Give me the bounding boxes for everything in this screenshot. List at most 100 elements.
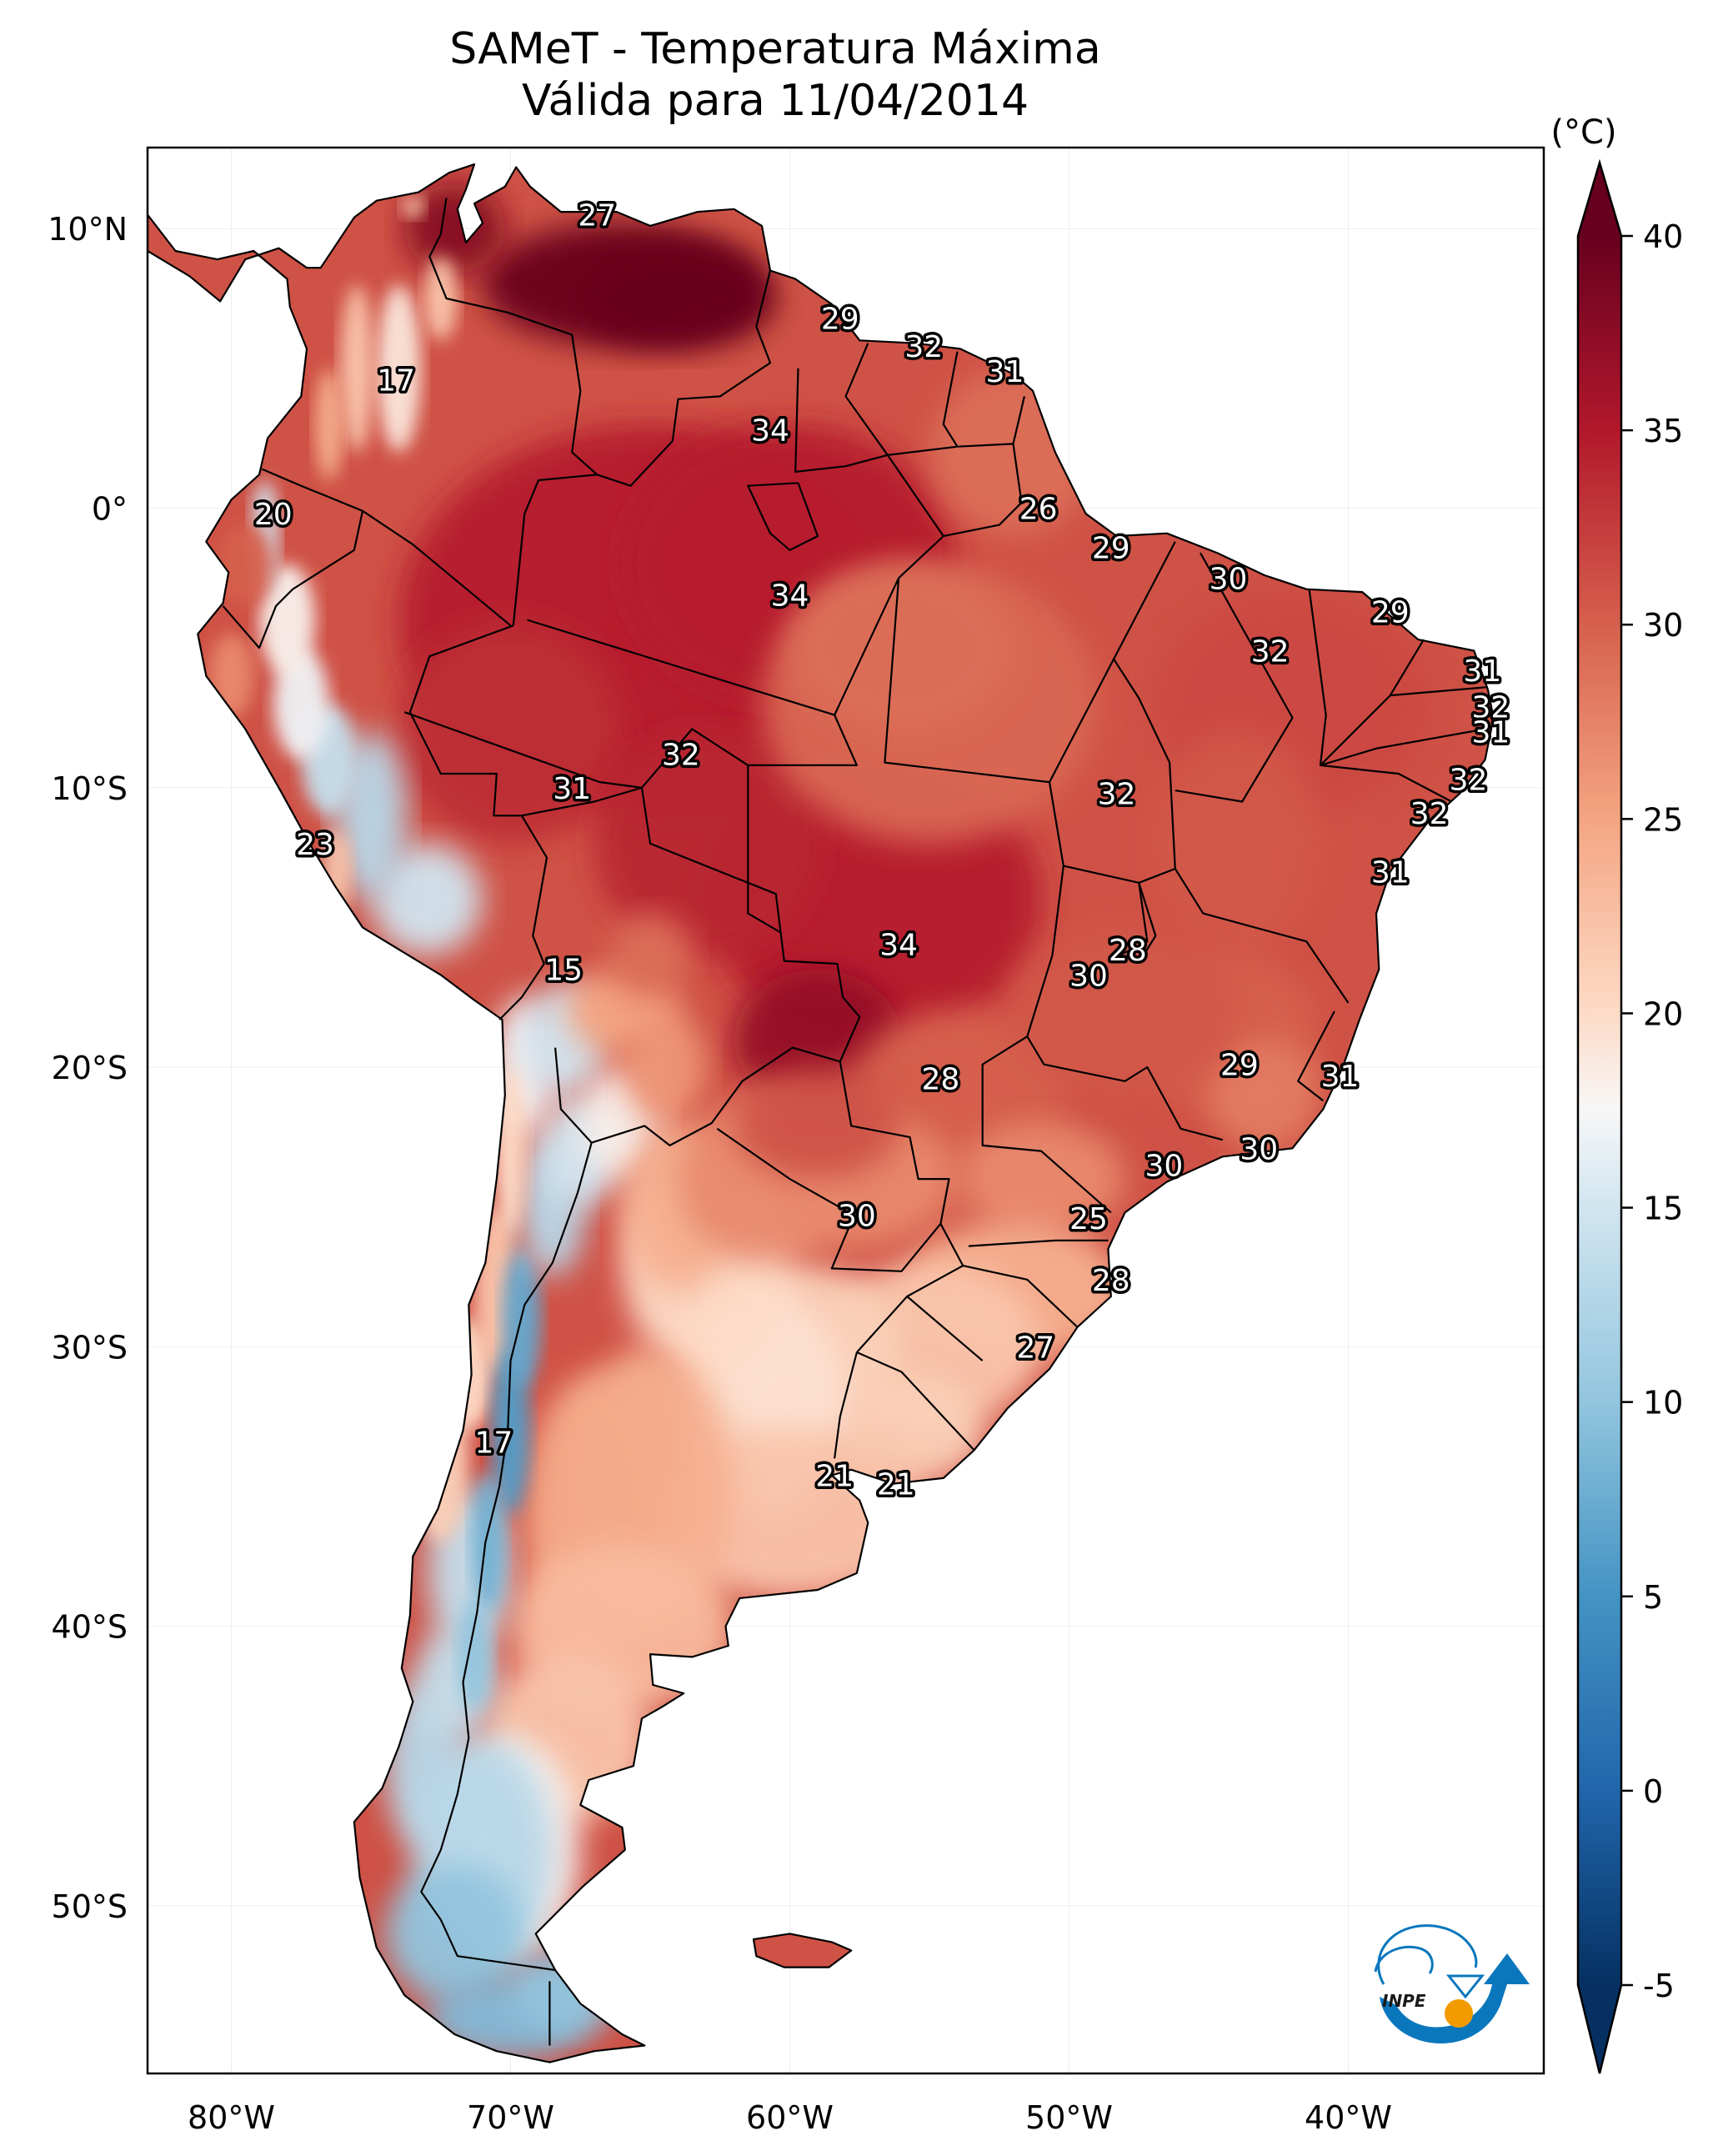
station-temperature-label: 30 xyxy=(1144,1149,1183,1183)
station-temperature-label: 31 xyxy=(1471,716,1510,750)
border-line xyxy=(403,711,643,789)
temperature-cell xyxy=(594,731,818,955)
border-line xyxy=(856,1351,975,1452)
border-line xyxy=(856,1223,964,1353)
border-line xyxy=(834,1351,858,1459)
logo-arrow-head-down xyxy=(1445,1974,1485,1999)
colorbar-tick-label: 30 xyxy=(1643,607,1683,644)
temperature-cell xyxy=(259,564,315,676)
temperature-cell xyxy=(315,368,343,480)
temperature-cell xyxy=(401,195,424,218)
station-temperature-label: 26 xyxy=(1019,493,1058,527)
station-temperature-label: 32 xyxy=(1098,778,1136,812)
border-line xyxy=(906,1296,984,1361)
temperature-cell xyxy=(957,1123,1125,1236)
logo-swirl-inner xyxy=(1374,1945,1434,1974)
country-state-borders xyxy=(148,163,1495,2063)
temperature-cell xyxy=(376,284,422,453)
station-temperature-label: 17 xyxy=(377,364,415,398)
temperature-cell xyxy=(217,522,273,606)
border-line xyxy=(222,468,364,649)
station-temperature-label: 29 xyxy=(821,303,859,337)
x-tick-label: 50°W xyxy=(1025,2099,1113,2136)
colorbar-body xyxy=(1578,236,1621,1985)
x-axis-ticks: 80°W 70°W 60°W 50°W 40°W xyxy=(188,2099,1392,2136)
temperature-cell xyxy=(789,564,1014,732)
logo-text: INPE xyxy=(1382,1991,1426,2011)
colorbar-tick-label: 20 xyxy=(1643,995,1683,1032)
border-line xyxy=(1118,882,1157,960)
station-temperature-label: 31 xyxy=(553,772,591,806)
border-line xyxy=(1297,1010,1335,1102)
y-tick-label: 40°S xyxy=(52,1609,128,1646)
station-temperature-label: 28 xyxy=(1109,934,1147,968)
border-line xyxy=(420,1142,593,1972)
station-temperature-label: 27 xyxy=(1016,1331,1054,1365)
station-temperature-label: 23 xyxy=(296,828,334,862)
colorbar-extend-min xyxy=(1578,1985,1621,2073)
temperature-cell xyxy=(423,256,458,341)
temperature-cell xyxy=(457,1598,492,1711)
station-temperature-label: 28 xyxy=(921,1062,959,1096)
colorbar-tick-label: 5 xyxy=(1643,1579,1663,1616)
logo-sun xyxy=(1445,1999,1473,2028)
border-line xyxy=(747,482,819,551)
temperature-cell xyxy=(404,183,505,273)
station-temperature-label: 31 xyxy=(1371,855,1410,890)
station-temperature-label: 32 xyxy=(1410,797,1449,831)
border-line xyxy=(716,1127,942,1272)
y-axis-ticks: 10°N 0° 10°S 20°S 30°S 40°S 50°S xyxy=(48,211,128,1925)
y-tick-label: 30°S xyxy=(52,1329,128,1366)
temperature-cell xyxy=(398,619,623,844)
temperature-cell xyxy=(273,648,329,760)
colorbar-tick-label: 15 xyxy=(1643,1191,1683,1227)
station-temperature-label: 34 xyxy=(771,579,809,613)
temperature-cell xyxy=(384,1863,525,2004)
border-line xyxy=(362,509,512,627)
colorbar-tick-label: 0 xyxy=(1643,1773,1663,1810)
border-line xyxy=(968,1239,1109,1247)
colorbar-ticks: -5 0 5 10 15 20 25 30 35 40 xyxy=(1621,218,1683,2004)
station-temperature-label: 15 xyxy=(544,954,583,988)
station-temperature-label: 29 xyxy=(1371,596,1410,630)
border-line xyxy=(839,1061,950,1225)
border-line xyxy=(521,786,861,1062)
border-line xyxy=(1175,552,1294,803)
station-temperature-label: 30 xyxy=(1240,1132,1278,1166)
station-temperature-label: 17 xyxy=(474,1426,513,1460)
logo-arrow-body xyxy=(1380,1984,1507,2044)
station-temperature-label: 31 xyxy=(1463,654,1501,689)
y-tick-label: 0° xyxy=(92,490,128,527)
station-temperature-label: 27 xyxy=(578,199,616,233)
x-tick-label: 80°W xyxy=(188,2099,275,2136)
colorbar: (°C) -5 0 5 10 15 20 25 30 35 40 xyxy=(1550,113,1683,2074)
border-line xyxy=(512,270,772,626)
border-line xyxy=(527,619,858,789)
station-temperature-label: 32 xyxy=(1471,691,1510,725)
y-tick-label: 10°N xyxy=(48,211,128,248)
station-temperature-label: 28 xyxy=(1092,1264,1130,1298)
station-temperature-label: 32 xyxy=(1251,635,1290,669)
station-temperature-label: 21 xyxy=(815,1460,854,1494)
station-temperature-label: 34 xyxy=(879,929,918,963)
station-temperature-label: 31 xyxy=(1321,1060,1360,1094)
border-line xyxy=(747,765,783,935)
temperature-cell xyxy=(734,1067,902,1180)
temperature-cell xyxy=(471,1472,505,1612)
border-line xyxy=(962,1265,1079,1328)
falklands-coastline xyxy=(752,1933,853,1968)
station-temperature-label: 29 xyxy=(1092,531,1130,565)
y-tick-label: 50°S xyxy=(52,1888,128,1925)
border-line xyxy=(981,1035,1112,1214)
border-line xyxy=(554,1046,841,1146)
x-tick-label: 60°W xyxy=(746,2099,834,2136)
x-tick-label: 70°W xyxy=(467,2099,554,2136)
chart-title: SAMeT - Temperatura Máxima Válida para 1… xyxy=(0,23,1550,127)
colorbar-tick-label: -5 xyxy=(1643,1968,1675,2004)
colorbar-tick-label: 40 xyxy=(1643,218,1683,255)
border-line xyxy=(943,444,1023,538)
border-line xyxy=(428,198,599,476)
border-line xyxy=(1308,589,1327,766)
